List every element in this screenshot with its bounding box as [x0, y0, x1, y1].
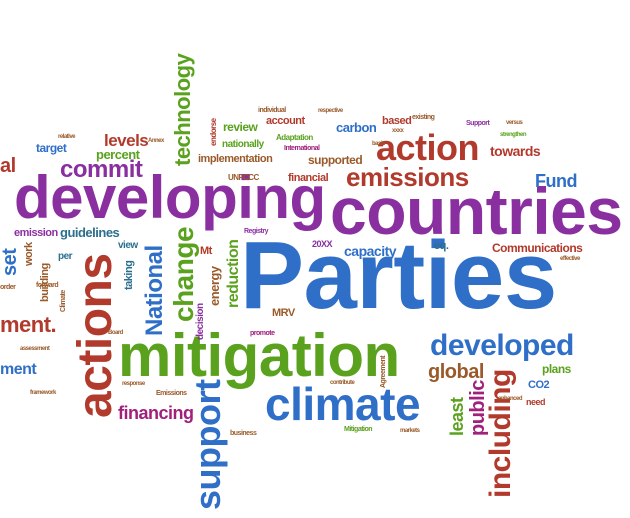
word-promote: promote	[250, 330, 275, 337]
word-relative: relative	[58, 134, 76, 140]
word-existing: existing	[412, 114, 435, 121]
word-developed: developed	[430, 329, 574, 362]
word-per: per	[58, 251, 73, 262]
word-national: National	[141, 245, 168, 336]
word-ment-lower: ment	[0, 361, 37, 378]
word-ment: ment.	[0, 312, 57, 337]
word-financing: financing	[118, 403, 194, 423]
word-based: based	[382, 115, 412, 127]
word-percent: percent	[96, 147, 140, 162]
word-developing: developing	[14, 164, 326, 231]
word-account: account	[266, 115, 305, 127]
word-support-small: Support	[466, 120, 490, 127]
word-view: view	[118, 240, 138, 251]
word-parties: Parties	[240, 222, 557, 329]
word-al: al	[0, 155, 16, 177]
word-board: Board	[108, 330, 123, 336]
word-climate: climate	[265, 378, 421, 430]
word-guidelines: guidelines	[60, 225, 120, 240]
word-mrv: MRV	[272, 307, 295, 319]
word-xxxx: xxxx	[392, 128, 404, 134]
word-implementation: implementation	[198, 153, 273, 165]
word-public: public	[467, 380, 489, 436]
word-strengthen: strengthen	[500, 132, 527, 138]
word-supported: supported	[308, 153, 363, 167]
word-communications: Communications	[492, 241, 583, 255]
word-basis: basis	[372, 141, 385, 147]
word-climate-small: Climate	[60, 290, 67, 312]
word-emissions-small: Emissions	[156, 390, 187, 397]
word-annex: Annex	[148, 138, 164, 144]
word-international: International	[284, 145, 320, 152]
word-individual: individual	[258, 107, 286, 114]
word-commit: commit	[60, 156, 143, 183]
word-towards: towards	[490, 143, 541, 159]
word-fund: Fund	[535, 171, 577, 191]
word-capacity: capacity	[344, 243, 397, 259]
word-plans: plans	[542, 362, 571, 376]
word-target: target	[36, 141, 67, 155]
word-global: global	[428, 361, 484, 383]
word-eq: eq.	[434, 240, 449, 252]
word-markets: markets	[400, 428, 420, 434]
word-emissions: emissions	[346, 162, 469, 192]
word-countries: countries	[330, 174, 623, 248]
word-technology: technology	[170, 53, 195, 166]
word-enhanced: enhanced	[498, 396, 523, 402]
word-adaptation: Adaptation	[276, 133, 313, 142]
word-review: review	[223, 120, 258, 134]
word-business: business	[230, 430, 257, 437]
word-nationally: nationally	[222, 139, 264, 150]
word-mitigation-small: Mitigation	[344, 426, 373, 433]
word-including: including	[484, 369, 517, 498]
word-work: work	[23, 242, 35, 266]
word-contribute: contribute	[330, 380, 355, 386]
word-co2: CO2	[528, 379, 550, 391]
word-versus: versus	[506, 120, 523, 126]
word-support: support	[187, 379, 228, 510]
word-levels: levels	[104, 131, 149, 150]
word-least: least	[447, 397, 467, 436]
word-need: need	[526, 397, 546, 407]
word-framework: framework	[30, 390, 56, 396]
word-carbon: carbon	[336, 120, 377, 135]
word-mitigation: mitigation	[118, 322, 400, 389]
word-action: action	[376, 127, 480, 168]
word-response: response	[122, 381, 145, 387]
word-forward: forward	[36, 282, 59, 289]
word-assessment: assessment	[20, 346, 50, 352]
word-reduction: reduction	[225, 239, 242, 308]
word-agreement: Agreement	[380, 355, 387, 388]
word-registry: Registry	[244, 228, 269, 235]
word-respective: respective	[318, 108, 343, 114]
word-mt: Mt	[200, 245, 212, 257]
word-endorse: endorse	[209, 118, 218, 146]
word-unfccc: UNFCCC	[228, 173, 259, 182]
word-20xx: 20XX	[312, 239, 333, 249]
word-order: order	[0, 284, 16, 291]
word-taking: taking	[123, 260, 135, 290]
word-set: set	[0, 248, 21, 276]
word-decision: decision	[195, 303, 206, 340]
word-emission: emission	[14, 227, 58, 239]
word-change: change	[168, 226, 199, 322]
word-financial: financial	[288, 172, 329, 184]
word-effective: effective	[560, 256, 580, 262]
word-energy: energy	[207, 266, 222, 306]
